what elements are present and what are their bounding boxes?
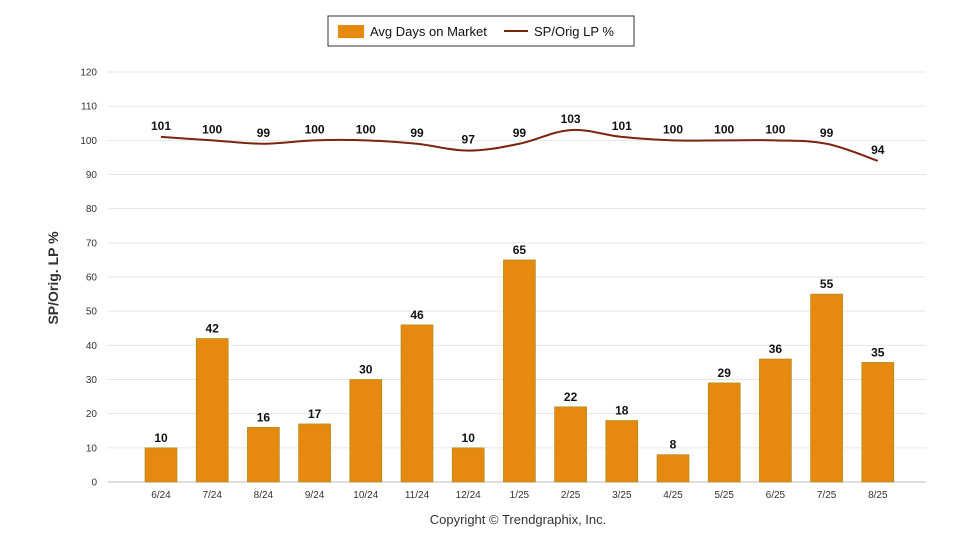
line-value-label: 100 bbox=[356, 122, 376, 136]
bar bbox=[247, 427, 280, 483]
y-axis-title: SP/Orig. LP % bbox=[45, 231, 61, 325]
x-tick-label: 10/24 bbox=[353, 490, 378, 501]
bar-value-label: 17 bbox=[308, 407, 322, 421]
legend-label-bar: Avg Days on Market bbox=[370, 24, 487, 39]
bar bbox=[195, 338, 229, 483]
x-tick-label: 6/24 bbox=[151, 490, 171, 501]
y-tick-label: 60 bbox=[86, 273, 98, 284]
y-tick-label: 90 bbox=[86, 170, 98, 181]
bar-value-label: 35 bbox=[871, 345, 885, 359]
bar-value-label: 65 bbox=[513, 243, 527, 257]
line-value-label: 99 bbox=[257, 126, 271, 140]
bar bbox=[298, 423, 331, 483]
bar bbox=[605, 420, 639, 483]
y-tick-label: 0 bbox=[91, 478, 97, 489]
bar-value-label: 10 bbox=[462, 431, 476, 445]
x-tick-label: 2/25 bbox=[561, 490, 581, 501]
bar bbox=[810, 293, 843, 483]
x-tick-label: 8/24 bbox=[254, 490, 274, 501]
bar bbox=[707, 382, 741, 483]
bar-value-label: 10 bbox=[154, 431, 168, 445]
bar bbox=[656, 454, 690, 483]
y-tick-label: 30 bbox=[86, 375, 98, 386]
x-tick-label: 7/25 bbox=[817, 490, 837, 501]
line-value-label: 101 bbox=[612, 119, 632, 133]
bar-value-label: 16 bbox=[257, 410, 271, 424]
bar bbox=[144, 447, 178, 483]
bar bbox=[400, 324, 434, 483]
line-value-label: 94 bbox=[871, 143, 885, 157]
bar-value-label: 29 bbox=[718, 366, 732, 380]
y-tick-label: 120 bbox=[80, 68, 97, 79]
bar-value-label: 36 bbox=[769, 342, 783, 356]
bar bbox=[503, 259, 536, 483]
line-value-label: 100 bbox=[202, 122, 222, 136]
bar-value-label: 30 bbox=[359, 363, 373, 377]
line-value-label: 99 bbox=[410, 126, 424, 140]
bar-value-label: 8 bbox=[670, 438, 677, 452]
bar-value-label: 42 bbox=[206, 322, 220, 336]
x-tick-label: 11/24 bbox=[405, 490, 430, 501]
y-tick-label: 10 bbox=[86, 443, 98, 454]
bar bbox=[861, 362, 895, 483]
x-tick-label: 9/24 bbox=[305, 490, 325, 501]
bar-value-label: 22 bbox=[564, 390, 578, 404]
y-tick-label: 80 bbox=[86, 204, 98, 215]
y-tick-label: 70 bbox=[86, 238, 98, 249]
x-tick-label: 1/25 bbox=[510, 490, 530, 501]
x-tick-label: 6/25 bbox=[766, 490, 786, 501]
x-tick-label: 4/25 bbox=[663, 490, 683, 501]
line-value-label: 100 bbox=[765, 122, 785, 136]
x-tick-label: 5/25 bbox=[714, 490, 734, 501]
bar-series: 10 42 16 17 30 46 10 65 22 18 8 29 36 55 35 bbox=[144, 243, 895, 483]
legend-swatch-bar bbox=[338, 25, 364, 38]
legend-label-line: SP/Orig LP % bbox=[534, 24, 614, 39]
line-series: 101 100 99 100 100 99 97 99 103 101 100 100 100 99 94 bbox=[151, 112, 885, 162]
line-value-label: 99 bbox=[820, 126, 834, 140]
y-tick-label: 20 bbox=[86, 409, 98, 420]
x-tick-label: 12/24 bbox=[456, 490, 481, 501]
bar bbox=[451, 447, 485, 483]
x-tick-label: 8/25 bbox=[868, 490, 888, 501]
bar-value-label: 46 bbox=[410, 308, 424, 322]
line-value-label: 100 bbox=[663, 122, 683, 136]
line-value-label: 103 bbox=[561, 112, 581, 126]
bar-value-label: 55 bbox=[820, 277, 834, 291]
x-tick-label: 7/24 bbox=[202, 490, 222, 501]
line-value-label: 97 bbox=[462, 133, 476, 147]
legend: Avg Days on Market SP/Orig LP % bbox=[327, 15, 635, 47]
y-tick-label: 50 bbox=[86, 307, 98, 318]
line-value-label: 100 bbox=[305, 122, 325, 136]
x-tick-label: 3/25 bbox=[612, 490, 632, 501]
line-value-label: 99 bbox=[513, 126, 527, 140]
line-value-label: 100 bbox=[714, 122, 734, 136]
legend-box bbox=[327, 15, 635, 47]
y-tick-label: 110 bbox=[81, 102, 97, 113]
x-axis: 6/24 7/24 8/24 9/24 10/24 11/24 12/24 1/25 2/25 3… bbox=[151, 490, 888, 501]
copyright-text: Copyright © Trendgraphix, Inc. bbox=[430, 512, 607, 527]
y-axis: 0 10 20 30 40 50 60 70 80 90 100 110 120 bbox=[80, 68, 97, 489]
y-tick-label: 100 bbox=[80, 136, 97, 147]
bar bbox=[554, 406, 587, 483]
y-tick-label: 40 bbox=[86, 341, 98, 352]
bar-value-label: 18 bbox=[615, 404, 629, 418]
line-path bbox=[160, 128, 879, 162]
bar bbox=[759, 358, 792, 483]
line-value-label: 101 bbox=[151, 119, 171, 133]
bar bbox=[349, 379, 383, 483]
